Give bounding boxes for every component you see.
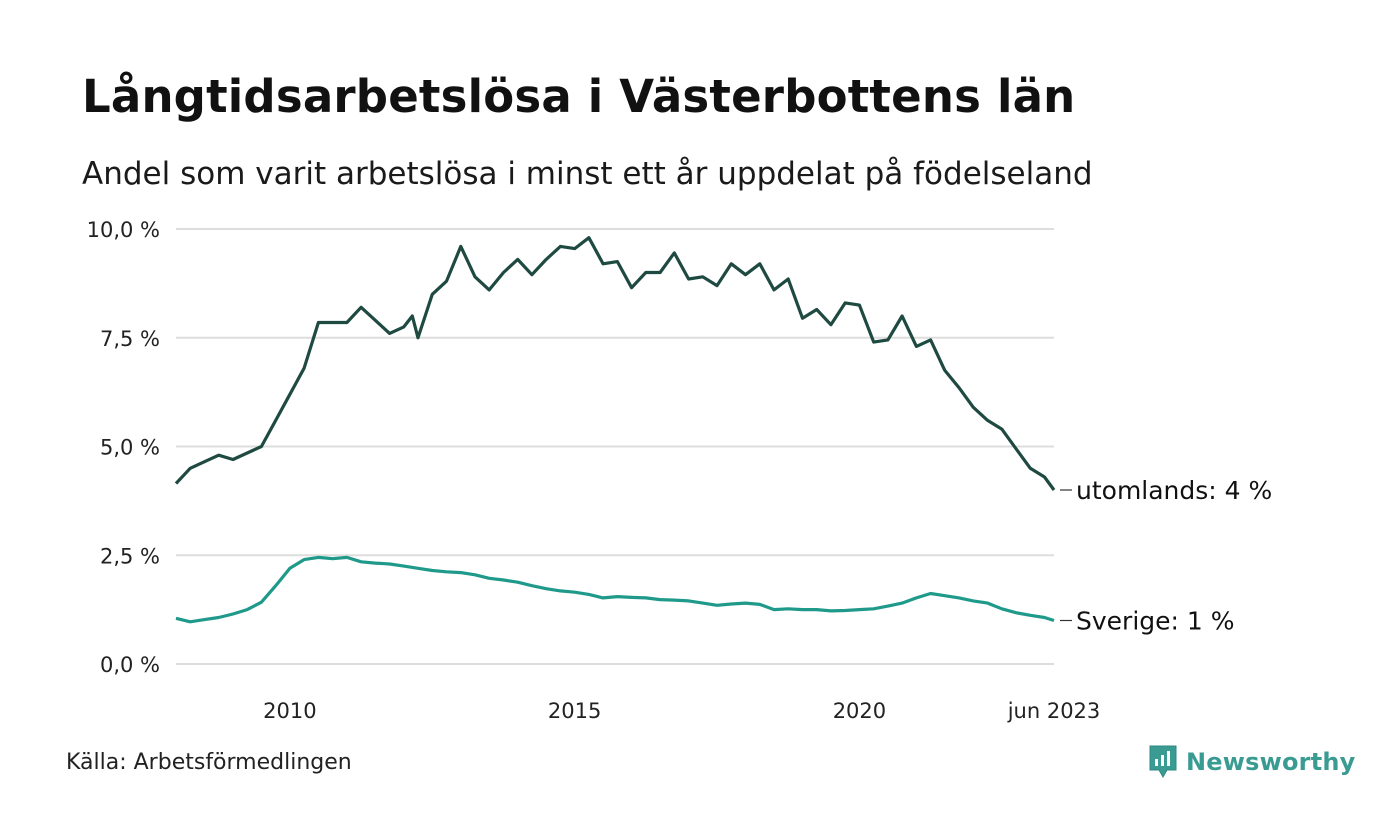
y-tick-label: 10,0 % [87,218,160,242]
newsworthy-logo-icon [1149,745,1177,779]
y-tick-label: 2,5 % [100,544,160,568]
series-line-sverige [175,555,1055,624]
x-tick-label: jun 2023 [1007,699,1101,723]
brand-name: Newsworthy [1186,748,1356,776]
chart-title: Långtidsarbetslösa i Västerbottens län [82,70,1076,123]
chart-subtitle: Andel som varit arbetslösa i minst ett å… [82,156,1093,192]
x-tick-label: 2010 [263,699,316,723]
x-tick-label: 2020 [833,699,886,723]
end-label-utomlands: utomlands: 4 % [1076,476,1272,505]
series-line-utomlands [174,236,1056,491]
x-tick-label: 2015 [548,699,601,723]
y-tick-label: 5,0 % [100,436,160,460]
brand-logo: Newsworthy [1148,744,1356,780]
source-note: Källa: Arbetsförmedlingen [66,750,352,775]
y-tick-label: 0,0 % [100,653,160,677]
end-label-sverige: Sverige: 1 % [1076,607,1235,636]
y-tick-label: 7,5 % [100,327,160,351]
